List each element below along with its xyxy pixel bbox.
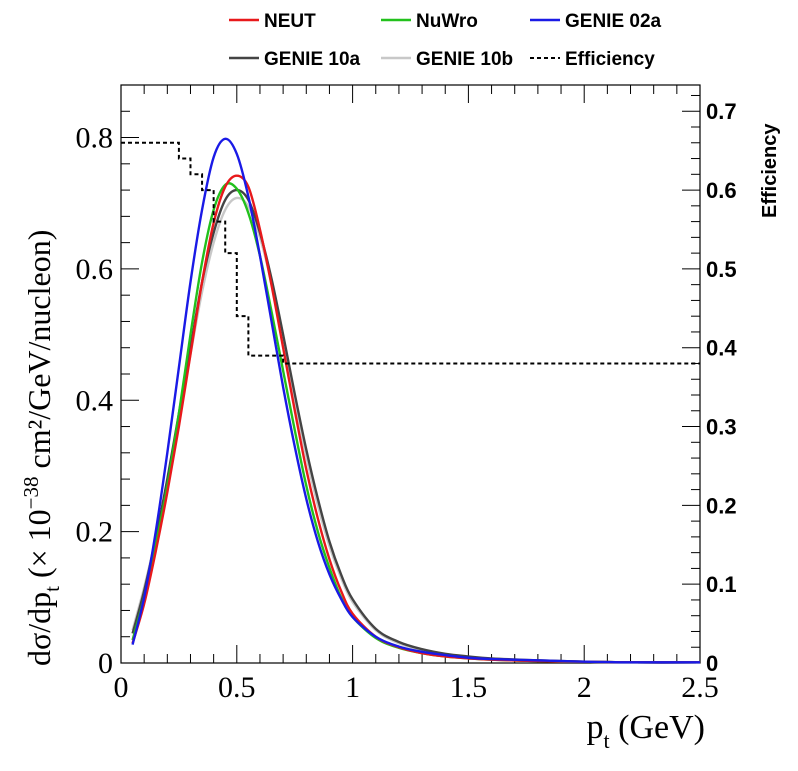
series-line-neut	[131, 174, 701, 664]
x-tick-label: 0	[114, 671, 129, 704]
series-line-genie-02a	[131, 137, 701, 664]
series-line-genie-10b	[131, 196, 701, 664]
y2-tick-label: 0.4	[706, 336, 737, 361]
y-tick-label: 0	[98, 647, 113, 680]
x-tick-label: 1.5	[450, 671, 488, 704]
y-tick-label: 0.2	[76, 516, 114, 549]
series-group	[121, 137, 701, 664]
x-tick-label: 1	[345, 671, 360, 704]
legend-label-efficiency: Efficiency	[565, 49, 655, 70]
series-line-efficiency	[121, 141, 700, 365]
y2-tick-label: 0.2	[706, 493, 737, 518]
y-axis-label: dσ/dpt (× 10−38 cm²/GeV/nucleon)	[19, 230, 64, 666]
series-line-genie-10a	[131, 188, 701, 664]
y2-axis-label: Efficiency	[759, 123, 781, 218]
legend-label-neut: NEUT	[264, 11, 316, 32]
x-tick-label: 2	[577, 671, 592, 704]
legend-label-genie-02a: GENIE 02a	[565, 11, 662, 32]
y-tick-label: 0.4	[76, 384, 114, 417]
y-axis: 0 0.2 0.4 0.6 0.8	[76, 110, 139, 680]
x-tick-label: 0.5	[218, 671, 256, 704]
x-axis: 0 0.5 1 1.5 2 2.5	[114, 85, 719, 704]
y2-tick-label: 0	[706, 651, 718, 676]
y-tick-label: 0.6	[76, 253, 114, 286]
legend-label-nuwro: NuWro	[416, 11, 478, 32]
y2-tick-label: 0.3	[706, 415, 737, 440]
y2-axis: 0 0.1 0.2 0.3 0.4 0.5 0.6 0.7	[682, 94, 737, 676]
x-tick-label: 2.5	[681, 671, 719, 704]
series-line-nuwro	[131, 182, 701, 664]
x-axis-label: pt (GeV)	[587, 709, 705, 753]
plot-frame	[120, 84, 701, 664]
legend: NEUT NuWro GENIE 02a GENIE 10a GENIE 10b Effi…	[229, 11, 662, 70]
legend-label-genie-10a: GENIE 10a	[264, 49, 361, 70]
y2-tick-label: 0.1	[706, 572, 737, 597]
y-tick-label: 0.8	[76, 122, 114, 155]
legend-label-genie-10b: GENIE 10b	[416, 49, 513, 70]
y2-tick-label: 0.6	[706, 178, 737, 203]
y2-tick-label: 0.7	[706, 99, 737, 124]
y2-tick-label: 0.5	[706, 257, 737, 282]
